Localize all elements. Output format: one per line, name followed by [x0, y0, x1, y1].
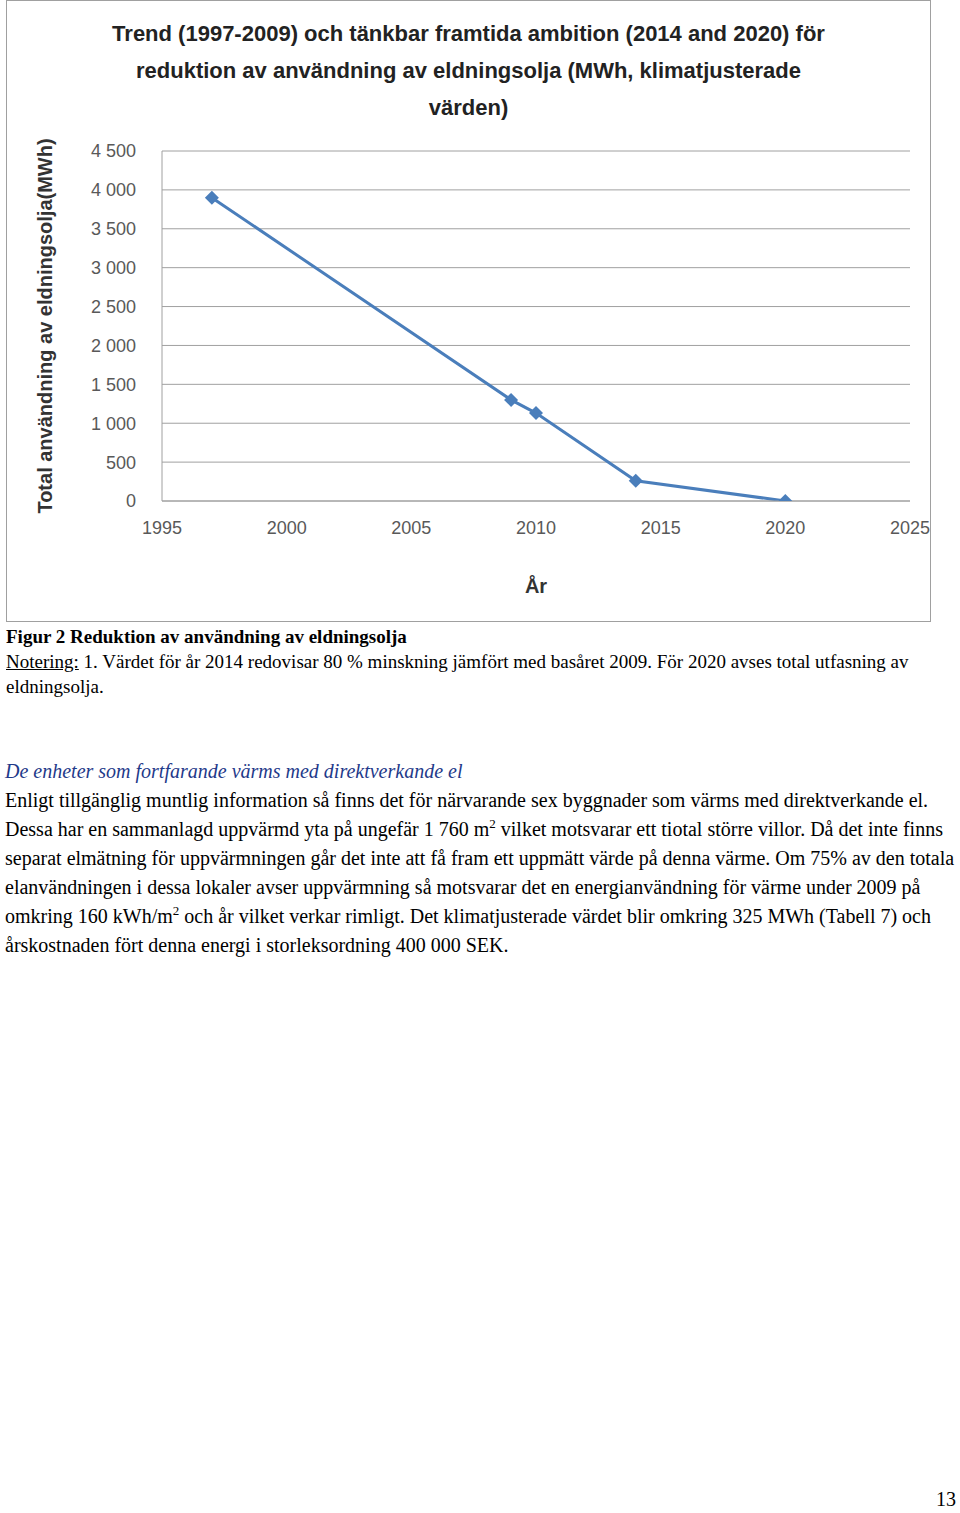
- svg-text:500: 500: [106, 453, 136, 473]
- svg-text:2025: 2025: [890, 518, 930, 538]
- svg-text:Total användning av eldningsol: Total användning av eldningsolja(MWh): [34, 138, 56, 513]
- svg-text:0: 0: [126, 491, 136, 511]
- svg-text:2010: 2010: [516, 518, 556, 538]
- html-text:De enheter som fortfarande vär: De enheter som fortfarande värms med dir…: [5, 760, 463, 782]
- svg-text:3 500: 3 500: [91, 219, 136, 239]
- html-text:13: 13: [936, 1488, 956, 1510]
- svg-text:2015: 2015: [641, 518, 681, 538]
- svg-text:1995: 1995: [142, 518, 182, 538]
- svg-text:1 500: 1 500: [91, 375, 136, 395]
- html-text:Figur 2 Reduktion av användnin: Figur 2 Reduktion av användning av eldni…: [6, 626, 407, 647]
- svg-text:1 000: 1 000: [91, 414, 136, 434]
- svg-text:2005: 2005: [391, 518, 431, 538]
- svg-text:2020: 2020: [765, 518, 805, 538]
- html-text:Trend (1997-2009) och tänkbar: Trend (1997-2009) och tänkbar framtida a…: [112, 21, 825, 120]
- svg-text:År: År: [525, 574, 547, 597]
- html-text:Notering: 1. Värdet för år 201: Notering: 1. Värdet för år 2014 redovisa…: [6, 651, 909, 697]
- html-text:Enligt tillgänglig muntlig inf: Enligt tillgänglig muntlig information s…: [5, 789, 955, 956]
- svg-text:2 500: 2 500: [91, 297, 136, 317]
- svg-text:2000: 2000: [267, 518, 307, 538]
- svg-text:4 000: 4 000: [91, 180, 136, 200]
- svg-text:2 000: 2 000: [91, 336, 136, 356]
- svg-text:3 000: 3 000: [91, 258, 136, 278]
- svg-text:4 500: 4 500: [91, 141, 136, 161]
